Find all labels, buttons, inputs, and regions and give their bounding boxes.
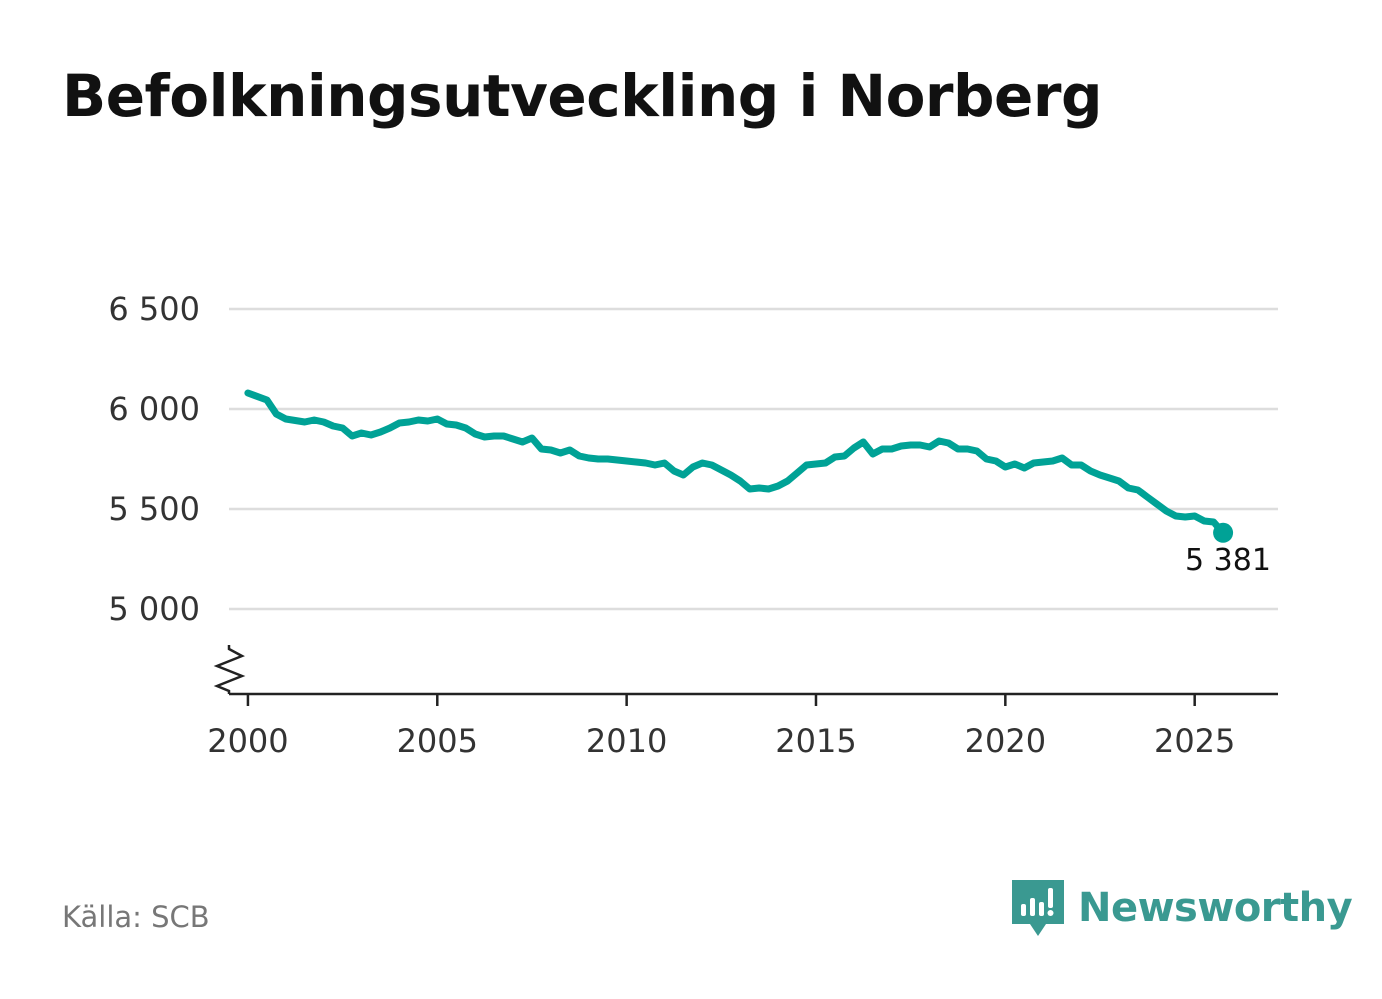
chart-title: Befolkningsutveckling i Norberg bbox=[62, 62, 1103, 130]
source-label: Källa: SCB bbox=[62, 900, 210, 934]
x-axis bbox=[213, 645, 1278, 696]
x-tick-label: 2005 bbox=[397, 722, 478, 760]
series-group bbox=[244, 389, 1234, 543]
last-value-label: 5 381 bbox=[1185, 543, 1271, 578]
brand-name: Newsworthy bbox=[1078, 885, 1353, 931]
x-tick-label: 2020 bbox=[965, 722, 1046, 760]
x-tick-label: 2015 bbox=[775, 722, 856, 760]
y-axis-tick-labels: 5 000 5 500 6 000 6 500 bbox=[108, 290, 200, 628]
x-axis-ticks: 2000 2005 2010 2015 2020 2025 bbox=[207, 694, 1235, 760]
y-tick-label: 6 500 bbox=[108, 290, 200, 328]
gridlines bbox=[229, 307, 1278, 611]
series-line bbox=[244, 389, 1227, 537]
x-tick-label: 2010 bbox=[586, 722, 667, 760]
newsworthy-logo-icon bbox=[1012, 880, 1064, 936]
brand-logo: Newsworthy bbox=[1012, 878, 1353, 938]
last-point-marker bbox=[1213, 522, 1234, 543]
x-tick-label: 2000 bbox=[207, 722, 288, 760]
axis-break-icon bbox=[213, 645, 246, 694]
y-tick-label: 5 000 bbox=[108, 590, 200, 628]
x-tick-label: 2025 bbox=[1154, 722, 1235, 760]
y-tick-label: 6 000 bbox=[108, 390, 200, 428]
y-tick-label: 5 500 bbox=[108, 490, 200, 528]
